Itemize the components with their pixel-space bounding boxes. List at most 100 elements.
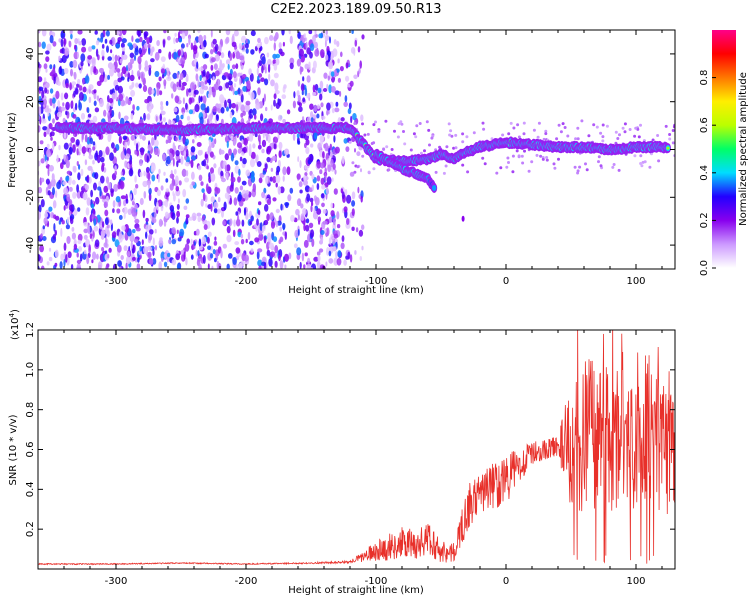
noise-cell (240, 93, 244, 103)
noise-cell (297, 214, 300, 221)
noise-cell (44, 107, 49, 113)
noise-cell (160, 110, 166, 116)
noise-cell (313, 256, 319, 262)
noise-cell (557, 157, 560, 161)
noise-cell (190, 146, 196, 153)
noise-cell (84, 159, 88, 166)
noise-cell (147, 246, 152, 251)
noise-cell (361, 245, 364, 251)
noise-cell (237, 193, 242, 202)
noise-cell (250, 215, 254, 222)
noise-cell (302, 97, 306, 103)
noise-cell (195, 228, 200, 236)
noise-cell (300, 83, 305, 92)
noise-cell (340, 51, 343, 58)
noise-cell (176, 81, 179, 87)
noise-cell (278, 254, 281, 262)
noise-cell (132, 229, 136, 234)
noise-cell (483, 162, 487, 166)
noise-cell (402, 130, 405, 133)
noise-cell (122, 135, 128, 140)
noise-cell (38, 41, 42, 48)
noise-cell (243, 254, 249, 262)
noise-cell (139, 245, 142, 252)
noise-cell (139, 197, 144, 206)
noise-cell (147, 182, 151, 190)
noise-cell (316, 251, 321, 256)
noise-cell (360, 114, 364, 122)
noise-cell (256, 161, 262, 167)
noise-cell (336, 40, 340, 48)
noise-cell (310, 229, 315, 238)
noise-cell (109, 152, 114, 162)
noise-cell (245, 169, 251, 177)
noise-cell (235, 247, 241, 254)
noise-cell (188, 88, 192, 93)
noise-cell (351, 200, 356, 207)
noise-cell (142, 209, 146, 219)
noise-cell (144, 42, 148, 50)
noise-cell (107, 115, 111, 124)
noise-cell (93, 225, 99, 232)
noise-cell (595, 125, 599, 129)
noise-cell (151, 137, 155, 146)
noise-cell (145, 217, 149, 222)
noise-cell (336, 211, 340, 220)
noise-cell (148, 192, 152, 202)
noise-cell (499, 166, 503, 170)
noise-cell (184, 177, 190, 183)
noise-cell (326, 227, 330, 237)
noise-cell (178, 180, 182, 186)
noise-cell (231, 102, 237, 109)
noise-cell (156, 40, 160, 47)
noise-cell (154, 245, 158, 251)
noise-cell (145, 224, 150, 233)
noise-cell (63, 258, 66, 267)
noise-cell (235, 211, 239, 216)
noise-cell (273, 63, 278, 71)
noise-cell (120, 42, 125, 49)
noise-cell (115, 43, 121, 49)
noise-cell (185, 217, 189, 225)
noise-cell (86, 174, 90, 183)
noise-cell (320, 162, 325, 169)
noise-cell (346, 194, 352, 204)
noise-cell (353, 122, 357, 125)
noise-cell (343, 101, 349, 108)
noise-cell (347, 108, 352, 115)
noise-cell (298, 181, 303, 188)
noise-cell (40, 199, 45, 208)
noise-cell (335, 101, 339, 107)
noise-cell (68, 204, 73, 211)
noise-cell (345, 62, 349, 69)
snr-scale-close: ) (10, 309, 21, 313)
noise-cell (520, 154, 524, 158)
noise-cell (158, 218, 163, 227)
noise-cell (231, 64, 236, 70)
noise-cell (49, 64, 53, 70)
noise-cell (349, 254, 353, 263)
noise-cell (47, 190, 51, 196)
noise-cell (515, 149, 519, 153)
noise-cell (337, 77, 341, 83)
noise-cell (597, 160, 600, 164)
noise-cell (150, 165, 154, 173)
noise-cell (135, 142, 139, 152)
track-core (432, 186, 436, 190)
noise-cell (344, 95, 348, 103)
noise-cell (46, 261, 50, 266)
noise-cell (298, 48, 304, 57)
noise-cell (372, 141, 376, 145)
noise-cell (527, 169, 531, 173)
noise-cell (71, 100, 74, 107)
noise-cell (319, 49, 325, 58)
noise-cell (168, 212, 171, 219)
noise-cell (639, 162, 643, 165)
noise-cell (403, 142, 407, 146)
y-tick-label: 0.6 (25, 442, 36, 458)
noise-cell (68, 40, 72, 48)
noise-cell (109, 219, 113, 225)
noise-cell (134, 149, 137, 155)
noise-cell (332, 48, 338, 57)
noise-cell (121, 234, 125, 240)
